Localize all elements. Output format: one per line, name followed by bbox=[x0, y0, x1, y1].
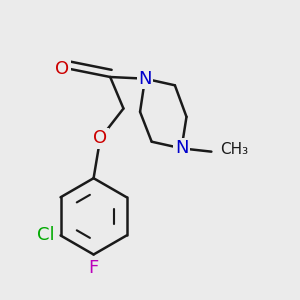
Text: O: O bbox=[55, 60, 69, 78]
Text: F: F bbox=[88, 260, 99, 278]
Text: O: O bbox=[93, 129, 107, 147]
Text: N: N bbox=[175, 139, 188, 157]
Text: CH₃: CH₃ bbox=[220, 142, 248, 158]
Text: N: N bbox=[138, 70, 152, 88]
Text: Cl: Cl bbox=[37, 226, 54, 244]
